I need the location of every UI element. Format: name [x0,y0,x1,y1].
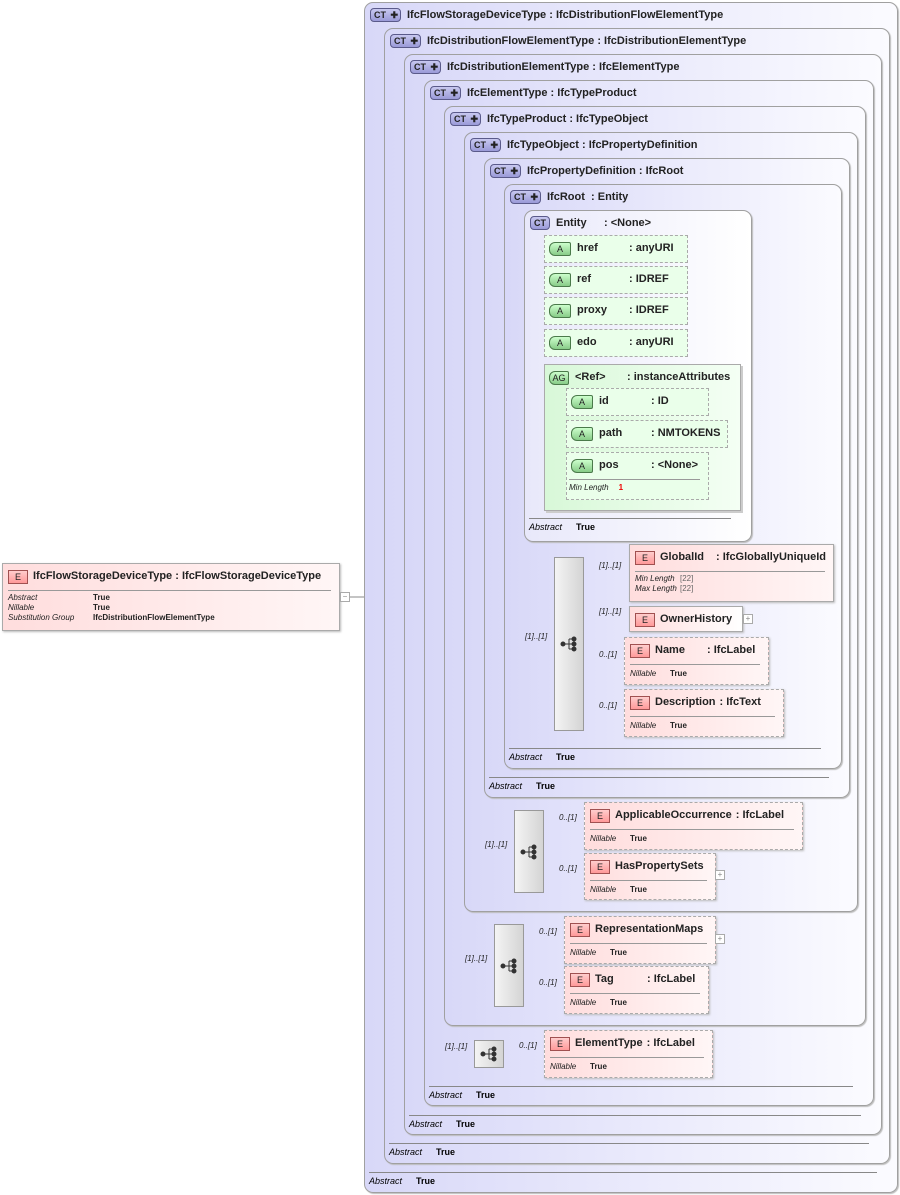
ct-header-entity[interactable]: CT Entity: <None> [530,216,651,230]
ct-header-5[interactable]: CT ✚ IfcTypeObject : IfcPropertyDefinition [470,138,698,152]
sequence-icon [560,636,577,652]
sequence-icon [500,958,517,973]
ct-header-3[interactable]: CT ✚ IfcElementType : IfcTypeProduct [430,86,637,100]
ct-icon: CT [530,216,550,230]
ct-icon: CT ✚ [410,60,441,74]
ct-header-7[interactable]: CT ✚ IfcRoot: Entity [510,190,628,204]
ct-footer-7: Abstract True [509,748,821,762]
attribute-icon: A [549,304,571,318]
attribute-icon: A [571,459,593,473]
element-name[interactable]: E Name: IfcLabel Nillable True [624,637,769,685]
sequence-compositor[interactable] [554,557,584,731]
sequence-cardinality: [1]..[1] [465,954,488,963]
ct-header-0[interactable]: CT ✚ IfcFlowStorageDeviceType : IfcDistrib… [370,8,723,22]
ct-footer-0: Abstract True [369,1172,877,1186]
attribute-icon: A [571,395,593,409]
sequence-compositor[interactable] [514,810,544,893]
ct-icon: CT ✚ [510,190,541,204]
ct-header-1[interactable]: CT ✚ IfcDistributionFlowElementType : IfcD… [390,34,746,48]
element-cardinality: [1]..[1] [599,607,622,616]
element-haspropertysets[interactable]: E HasPropertySets Nillable True [584,853,716,900]
element-tag-icon: E [590,809,610,823]
element-tag-icon: E [635,613,655,627]
ct-icon: CT ✚ [450,112,481,126]
element-representationmaps[interactable]: E RepresentationMaps Nillable True [564,916,716,964]
element-elementtype[interactable]: E ElementType: IfcLabel Nillable True [544,1030,713,1078]
attribute-icon: A [549,242,571,256]
sequence-cardinality: [1]..[1] [525,632,548,641]
element-applicableoccurrence[interactable]: E ApplicableOccurrence: IfcLabel Nillable… [584,802,803,850]
element-cardinality: 0..[1] [559,864,577,873]
attribute-icon: A [549,273,571,287]
element-cardinality: 0..[1] [519,1041,537,1050]
ct-icon: CT ✚ [390,34,421,48]
element-cardinality: 0..[1] [599,701,617,710]
ct-header-2[interactable]: CT ✚ IfcDistributionElementType : IfcEleme… [410,60,679,74]
attribute-icon: A [549,336,571,350]
element-cardinality: 0..[1] [539,927,557,936]
element-tag-icon: E [630,644,650,658]
attribute-group-icon: AG [549,371,569,385]
ct-footer-3: Abstract True [429,1086,853,1100]
element-description[interactable]: E Description: IfcText Nillable True [624,689,784,737]
element-cardinality: 0..[1] [539,978,557,987]
element-tag-icon: E [635,551,655,565]
element-tag[interactable]: E Tag: IfcLabel Nillable True [564,966,709,1014]
element-tag-icon: E [630,696,650,710]
ct-header-4[interactable]: CT ✚ IfcTypeProduct : IfcTypeObject [450,112,648,126]
expand-toggle[interactable]: + [715,934,725,944]
ct-footer-entity: Abstract True [529,518,731,532]
element-cardinality: [1]..[1] [599,561,622,570]
root-element[interactable]: E IfcFlowStorageDeviceType : IfcFlowStora… [2,563,340,631]
ct-icon: CT ✚ [490,164,521,178]
element-tag-icon: E [570,923,590,937]
ct-footer-1: Abstract True [389,1143,869,1157]
root-type: : IfcFlowStorageDeviceType [175,570,322,582]
collapse-toggle[interactable]: − [340,592,350,602]
sequence-cardinality: [1]..[1] [445,1042,468,1051]
element-tag-icon: E [590,860,610,874]
element-globalid[interactable]: E GlobalId: IfcGloballyUniqueId Min Lengt… [629,544,834,602]
element-tag-icon: E [8,570,28,584]
element-ownerhistory[interactable]: E OwnerHistory [629,606,743,632]
sequence-compositor[interactable] [474,1040,504,1068]
ct-header-6[interactable]: CT ✚ IfcPropertyDefinition : IfcRoot [490,164,683,178]
element-tag-icon: E [570,973,590,987]
ct-icon: CT ✚ [370,8,401,22]
sequence-icon [480,1046,497,1062]
ct-footer-6: Abstract True [489,777,829,791]
ct-icon: CT ✚ [430,86,461,100]
ct-icon: CT ✚ [470,138,501,152]
sequence-icon [520,844,537,859]
element-tag-icon: E [550,1037,570,1051]
element-cardinality: 0..[1] [599,650,617,659]
sequence-compositor[interactable] [494,924,524,1007]
expand-toggle[interactable]: + [743,614,753,624]
expand-toggle[interactable]: + [715,870,725,880]
attribute-icon: A [571,427,593,441]
sequence-cardinality: [1]..[1] [485,840,508,849]
element-cardinality: 0..[1] [559,813,577,822]
ct-footer-2: Abstract True [409,1115,861,1129]
